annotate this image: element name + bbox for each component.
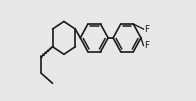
Text: F: F	[144, 25, 149, 34]
Text: F: F	[144, 41, 149, 50]
